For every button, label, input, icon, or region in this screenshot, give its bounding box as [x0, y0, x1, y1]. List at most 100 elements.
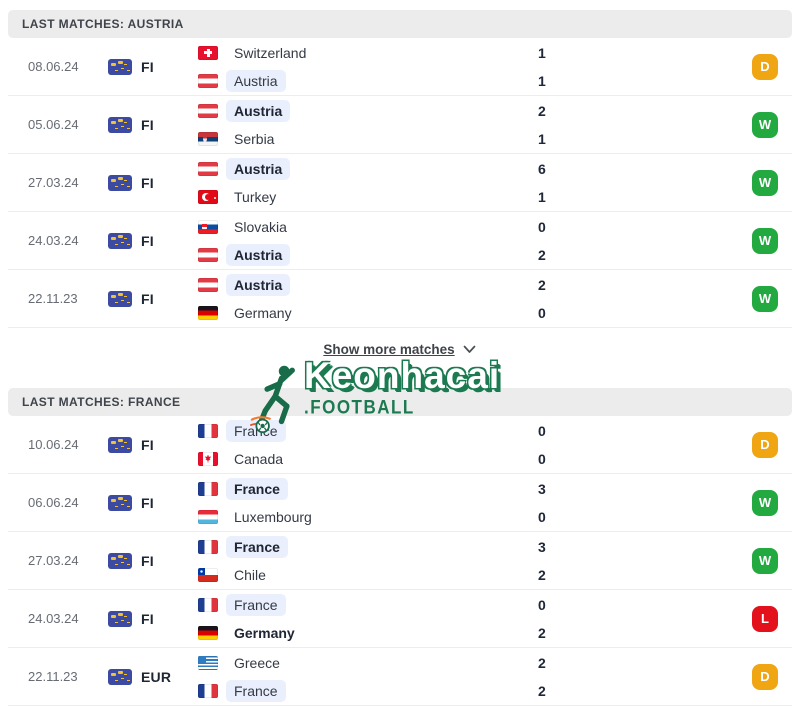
match-row[interactable]: 08.06.24 FI Switzerland 1 Austr — [8, 38, 792, 96]
away-score: 2 — [538, 246, 546, 263]
match-row[interactable]: 22.11.23 EUR Greece 2 France — [8, 648, 792, 706]
away-team-name: France — [226, 679, 286, 702]
show-more-matches[interactable]: Show more matches — [0, 334, 800, 364]
away-team-name: Luxembourg — [234, 508, 312, 525]
away-flag-icon — [198, 625, 218, 640]
match-row[interactable]: 06.06.24 FI France 3 Luxembourg — [8, 474, 792, 532]
result: D — [752, 53, 792, 80]
match-date: 22.11.23 — [28, 669, 78, 684]
competition: FI — [98, 290, 188, 307]
home-score: 3 — [538, 538, 546, 555]
home-flag-icon — [198, 103, 218, 118]
world-flag-icon — [108, 290, 132, 307]
away-team: France 2 — [198, 679, 752, 703]
competition: FI — [98, 436, 188, 453]
away-team: Chile 2 — [198, 563, 752, 587]
away-flag-icon — [198, 451, 218, 466]
home-team-name: France — [226, 535, 288, 558]
result-badge: W — [752, 227, 778, 254]
competition: EUR — [98, 668, 188, 685]
home-team: France 0 — [198, 593, 752, 617]
match-row[interactable]: 27.03.24 FI Austria 6 Turkey — [8, 154, 792, 212]
match-row[interactable]: 27.03.24 FI France 3 Chile — [8, 532, 792, 590]
home-team-name: Slovakia — [234, 218, 287, 235]
competition: FI — [98, 116, 188, 133]
chevron-down-icon — [463, 345, 475, 353]
result: D — [752, 431, 792, 458]
away-score: 2 — [538, 624, 546, 641]
match-row[interactable]: 10.06.24 FI France 0 Canada — [8, 416, 792, 474]
home-score: 0 — [538, 596, 546, 613]
teams: France 0 Germany 2 — [188, 593, 752, 645]
result-badge: D — [752, 53, 778, 80]
home-team: Austria 6 — [198, 157, 752, 181]
result: W — [752, 285, 792, 312]
home-score: 2 — [538, 276, 546, 293]
home-score: 3 — [538, 480, 546, 497]
section-last-matches-austria: LAST MATCHES: AUSTRIA 08.06.24 FI Switze… — [0, 10, 800, 328]
competition-label: FI — [141, 232, 154, 249]
home-team-name: France — [226, 593, 286, 616]
teams: Austria 2 Germany 0 — [188, 273, 752, 325]
home-team-name: Austria — [226, 157, 291, 180]
away-score: 2 — [538, 682, 546, 699]
world-flag-icon — [108, 58, 132, 75]
home-score: 0 — [538, 218, 546, 235]
away-team: Luxembourg 0 — [198, 505, 752, 529]
match-date: 08.06.24 — [28, 59, 79, 74]
result-badge: W — [752, 285, 778, 312]
away-flag-icon — [198, 509, 218, 524]
show-more-label[interactable]: Show more matches — [323, 341, 455, 357]
away-team: Germany 2 — [198, 621, 752, 645]
away-team: Serbia 1 — [198, 127, 752, 151]
away-team: Germany 0 — [198, 301, 752, 325]
away-flag-icon — [198, 73, 218, 88]
world-flag-icon — [108, 552, 132, 569]
competition: FI — [98, 58, 188, 75]
home-flag-icon — [198, 597, 218, 612]
competition: FI — [98, 232, 188, 249]
home-team: France 3 — [198, 535, 752, 559]
competition-label: FI — [141, 436, 154, 453]
home-team-name: Switzerland — [234, 44, 307, 61]
result: W — [752, 489, 792, 516]
away-flag-icon — [198, 131, 218, 146]
away-flag-icon — [198, 305, 218, 320]
match-date: 24.03.24 — [28, 611, 79, 626]
teams: Slovakia 0 Austria 2 — [188, 215, 752, 267]
away-score: 2 — [538, 566, 546, 583]
section-title: LAST MATCHES: AUSTRIA — [22, 17, 184, 31]
away-score: 0 — [538, 508, 546, 525]
home-team: Switzerland 1 — [198, 41, 752, 65]
world-flag-icon — [108, 436, 132, 453]
match-date: 10.06.24 — [28, 437, 79, 452]
result: L — [752, 605, 792, 632]
home-flag-icon — [198, 423, 218, 438]
match-row[interactable]: 24.03.24 FI France 0 Germany — [8, 590, 792, 648]
home-team: Slovakia 0 — [198, 215, 752, 239]
home-team-name: Greece — [234, 654, 280, 671]
match-row[interactable]: 22.11.23 FI Austria 2 Germany — [8, 270, 792, 328]
competition: FI — [98, 174, 188, 191]
result: W — [752, 227, 792, 254]
result-badge: D — [752, 431, 778, 458]
match-date: 05.06.24 — [28, 117, 79, 132]
result: D — [752, 663, 792, 690]
world-flag-icon — [108, 174, 132, 191]
match-row[interactable]: 24.03.24 FI Slovakia 0 Austria — [8, 212, 792, 270]
away-flag-icon — [198, 567, 218, 582]
home-score: 2 — [538, 102, 546, 119]
home-team: France 3 — [198, 477, 752, 501]
section-last-matches-france: LAST MATCHES: FRANCE 10.06.24 FI France … — [0, 388, 800, 706]
away-team-name: Serbia — [234, 130, 275, 147]
result-badge: W — [752, 489, 778, 516]
match-row[interactable]: 05.06.24 FI Austria 2 Serbia — [8, 96, 792, 154]
result-badge: L — [752, 605, 778, 632]
away-team-name: Germany — [234, 624, 295, 641]
teams: Austria 6 Turkey 1 — [188, 157, 752, 209]
home-flag-icon — [198, 539, 218, 554]
away-team: Austria 1 — [198, 69, 752, 93]
away-team-name: Chile — [234, 566, 266, 583]
competition-label: FI — [141, 552, 154, 569]
match-list: 08.06.24 FI Switzerland 1 Austr — [8, 38, 792, 328]
